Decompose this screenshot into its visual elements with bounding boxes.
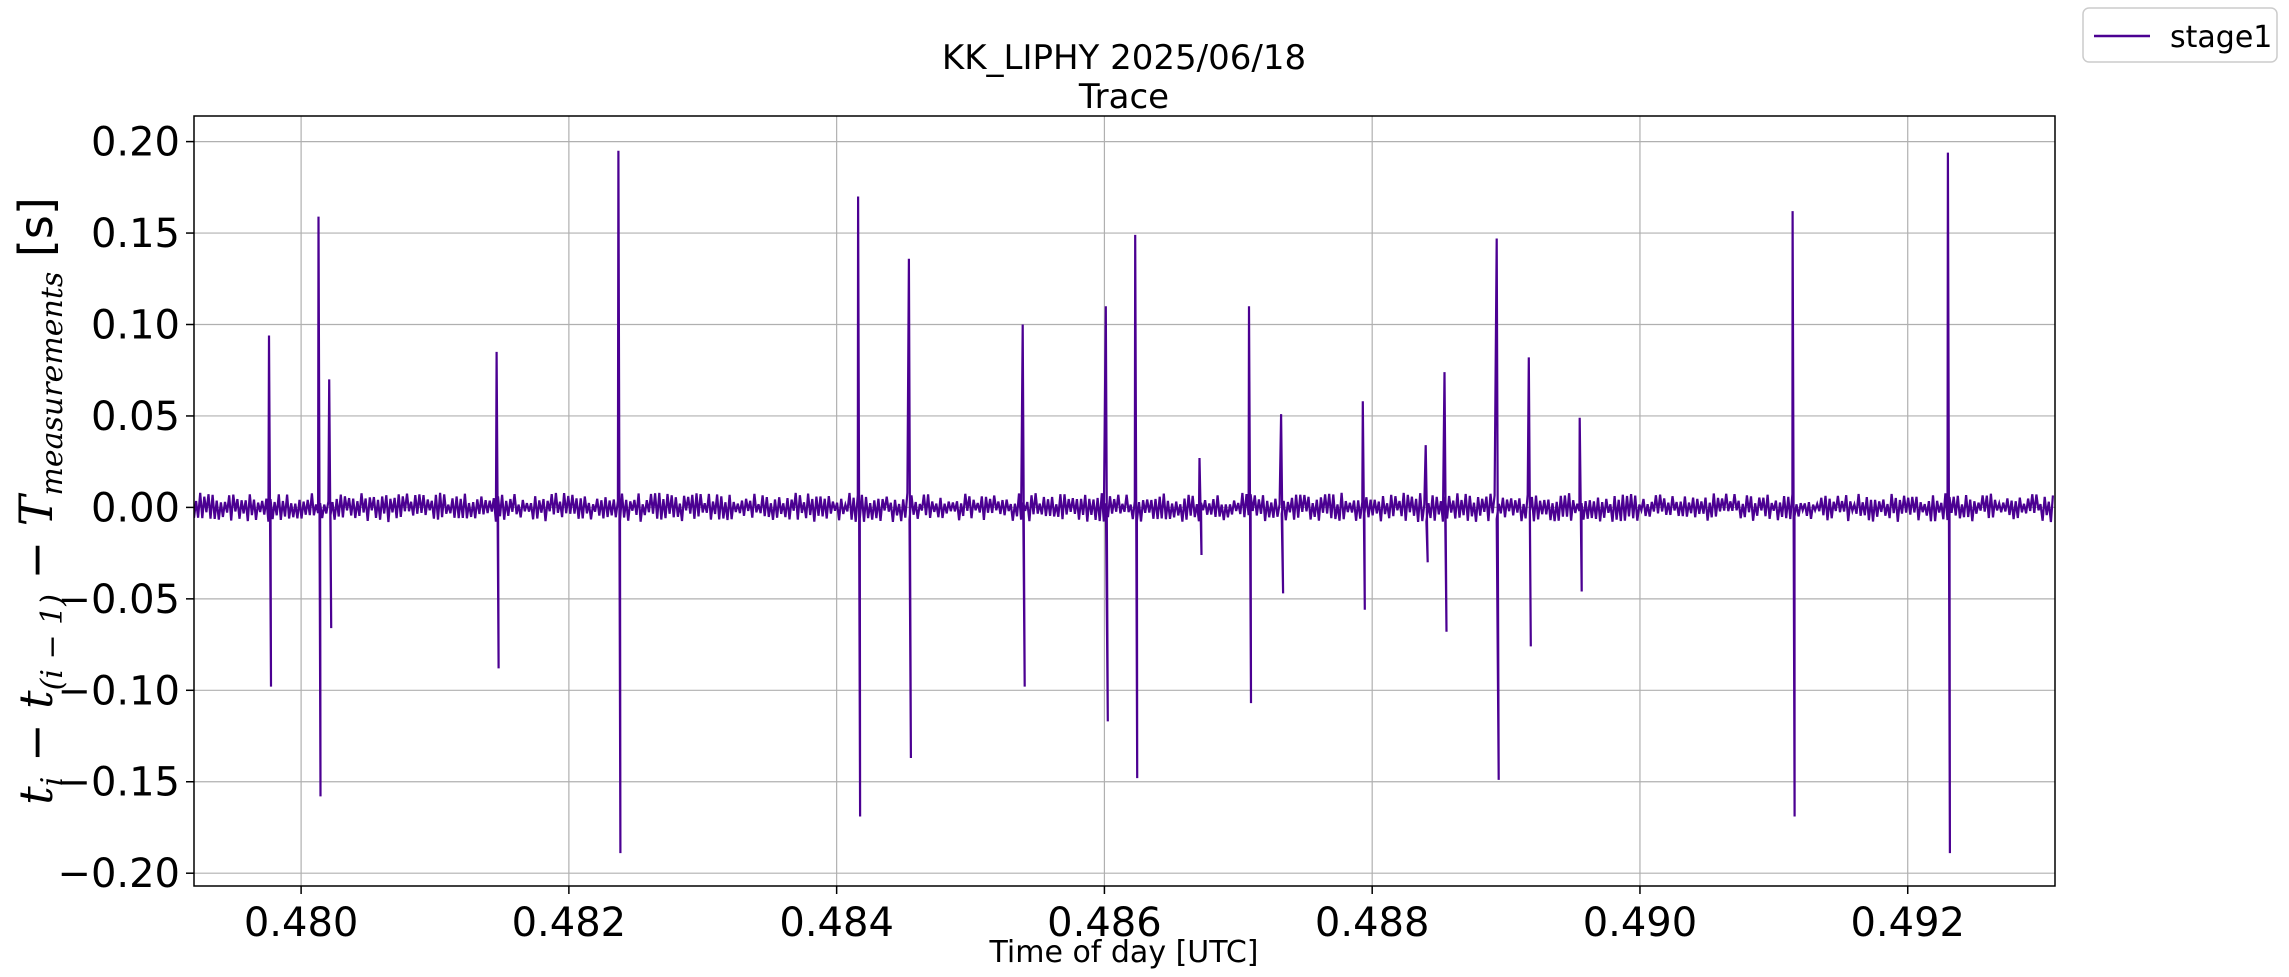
y-tick-label: −0.20 (57, 851, 180, 897)
y-tick-label: −0.15 (57, 760, 180, 806)
y-tick-label: 0.15 (91, 211, 180, 257)
y-axis-ticks: 0.20 0.15 0.10 0.05 0.00 −0.05 −0.10 −0.15 −0.20 (57, 120, 194, 897)
x-tick-label: 0.490 (1583, 900, 1698, 946)
x-axis-label: Time of day [UTC] (988, 935, 1258, 970)
series-group (194, 150, 2054, 854)
y-tick-label: 0.05 (91, 394, 180, 440)
x-axis-ticks: 0.480 0.482 0.484 0.486 0.488 0.490 0.492 (244, 886, 1965, 946)
y-axis-label-group: ti − t(i − 1) − Tmeasurements [s] (9, 197, 70, 805)
x-tick-label: 0.480 (244, 900, 359, 946)
y-tick-label: −0.10 (57, 668, 180, 714)
chart-title: KK_LIPHY 2025/06/18 (942, 38, 1306, 78)
x-tick-label: 0.484 (779, 900, 894, 946)
y-axis-label: ti − t(i − 1) − Tmeasurements [s] (9, 197, 70, 805)
legend-label-stage1: stage1 (2170, 20, 2272, 55)
x-tick-label: 0.482 (512, 900, 627, 946)
series-line-stage1 (194, 150, 2054, 854)
legend-box (2082, 7, 2278, 63)
x-tick-label: 0.492 (1850, 900, 1965, 946)
y-tick-label: 0.20 (91, 120, 180, 166)
y-tick-label: 0.10 (91, 303, 180, 349)
x-tick-label: 0.486 (1047, 900, 1162, 946)
chart-subtitle: Trace (1078, 77, 1169, 117)
x-tick-label: 0.488 (1315, 900, 1430, 946)
axes-frame (193, 115, 2056, 887)
legend: stage1 (2082, 7, 2278, 63)
y-tick-label: 0.00 (91, 485, 180, 531)
y-tick-label: −0.05 (57, 577, 180, 623)
